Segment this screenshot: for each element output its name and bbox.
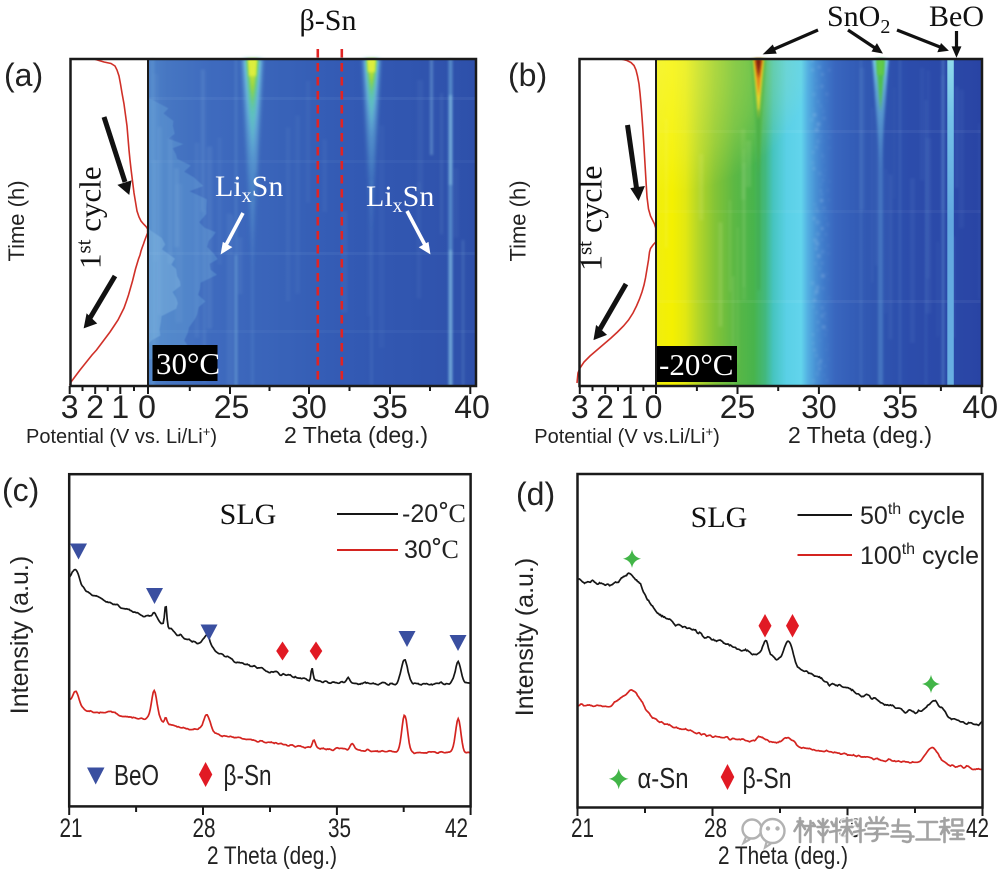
svg-text:50th cycle: 50th cycle — [860, 501, 965, 530]
svg-text:30: 30 — [291, 389, 327, 425]
svg-text:42: 42 — [966, 813, 989, 843]
svg-text:Intensity (a.u.): Intensity (a.u.) — [511, 558, 539, 716]
svg-text:C: C — [449, 499, 466, 528]
svg-text:1st cycle: 1st cycle — [72, 166, 108, 269]
svg-text:SnO2: SnO2 — [827, 0, 890, 38]
svg-text:1: 1 — [111, 389, 129, 425]
svg-text:-20: -20 — [402, 500, 438, 528]
svg-text:(b): (b) — [508, 57, 547, 93]
svg-text:(a): (a) — [4, 57, 43, 93]
svg-text:30°C: 30°C — [156, 346, 220, 381]
svg-text:21: 21 — [60, 813, 83, 843]
svg-text:2: 2 — [596, 389, 614, 425]
svg-text:2: 2 — [86, 389, 104, 425]
svg-text:28: 28 — [704, 813, 727, 843]
svg-text:β-Sn: β-Sn — [300, 4, 357, 37]
svg-text:(d): (d) — [516, 476, 555, 512]
svg-text:21: 21 — [571, 813, 594, 843]
svg-text:-20°C: -20°C — [659, 347, 733, 382]
svg-text:Potential (V vs.Li/Li+): Potential (V vs.Li/Li+) — [534, 424, 719, 448]
svg-text:BeO: BeO — [929, 0, 984, 33]
svg-text:2 Theta (deg.): 2 Theta (deg.) — [718, 842, 848, 870]
svg-text:100th cycle: 100th cycle — [860, 541, 979, 570]
svg-text:β-Sn: β-Sn — [743, 763, 792, 795]
svg-text:42: 42 — [445, 813, 468, 843]
svg-text:40: 40 — [454, 389, 490, 425]
svg-text:Intensity (a.u.): Intensity (a.u.) — [6, 556, 34, 714]
svg-text:25: 25 — [720, 389, 756, 425]
svg-text:Time (h): Time (h) — [4, 180, 29, 261]
svg-text:SLG: SLG — [691, 501, 748, 534]
svg-text:3: 3 — [571, 389, 589, 425]
svg-text:0: 0 — [645, 389, 663, 425]
svg-text:Potential (V vs. Li/Li+): Potential (V vs. Li/Li+) — [26, 424, 217, 448]
svg-text:C: C — [442, 535, 459, 564]
svg-text:0: 0 — [138, 389, 156, 425]
svg-text:SLG: SLG — [220, 498, 277, 531]
svg-text:30: 30 — [801, 389, 837, 425]
svg-text:30: 30 — [404, 536, 432, 564]
svg-text:35: 35 — [882, 389, 918, 425]
svg-text:35: 35 — [372, 389, 408, 425]
svg-text:Time (h): Time (h) — [506, 180, 531, 261]
svg-text:2 Theta (deg.): 2 Theta (deg.) — [788, 422, 932, 448]
svg-text:β-Sn: β-Sn — [224, 760, 272, 792]
svg-text:1: 1 — [621, 389, 639, 425]
svg-text:(c): (c) — [2, 472, 39, 508]
svg-text:α-Sn: α-Sn — [638, 763, 689, 795]
svg-text:40: 40 — [962, 389, 998, 425]
svg-text:2 Theta (deg.): 2 Theta (deg.) — [284, 422, 428, 448]
svg-text:25: 25 — [214, 389, 250, 425]
svg-text:35: 35 — [328, 813, 351, 843]
svg-text:2 Theta (deg.): 2 Theta (deg.) — [207, 842, 337, 870]
svg-text:28: 28 — [193, 813, 216, 843]
svg-text:1st cycle: 1st cycle — [573, 165, 609, 271]
svg-text:3: 3 — [61, 389, 79, 425]
svg-text:BeO: BeO — [114, 760, 159, 792]
